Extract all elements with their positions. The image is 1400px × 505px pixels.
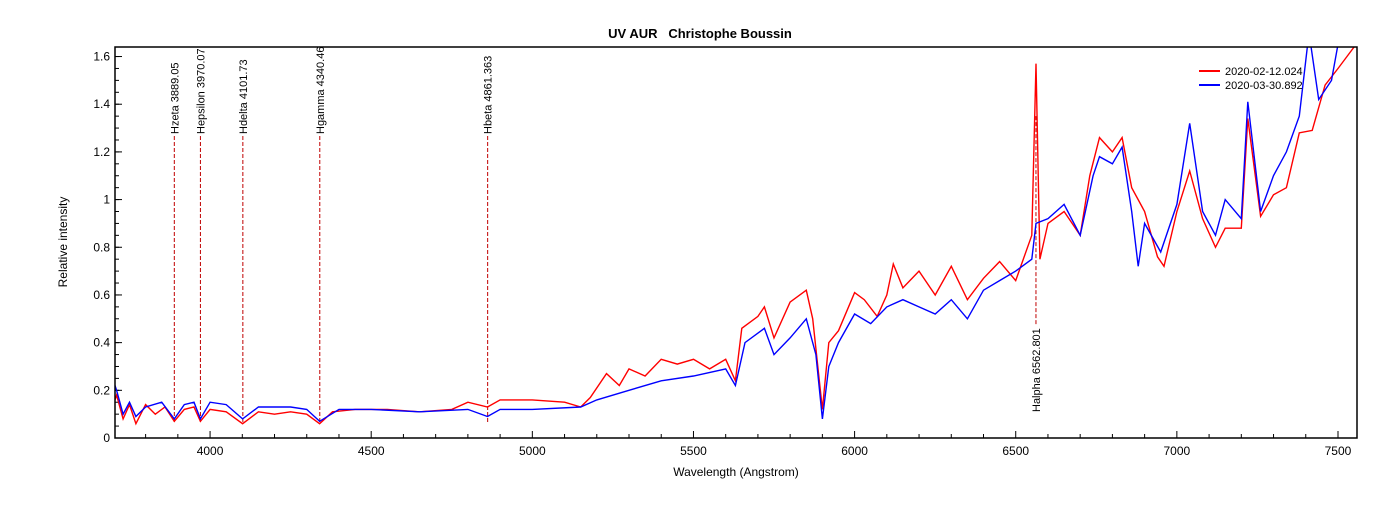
spectral-line-label: Hgamma 4340.46 — [315, 47, 327, 134]
y-tick-label: 0.4 — [93, 336, 110, 350]
series-line — [115, 47, 1339, 423]
spectral-line-label: Hdelta 4101.73 — [238, 59, 250, 134]
plot-frame — [114, 46, 1358, 439]
x-tick-label: 5000 — [519, 444, 546, 458]
x-tick-label: 4000 — [197, 444, 224, 458]
x-tick-label: 5500 — [680, 444, 707, 458]
x-tick-label: 7500 — [1325, 444, 1352, 458]
x-tick-label: 4500 — [358, 444, 385, 458]
legend-label: 2020-02-12.024 — [1225, 66, 1303, 78]
spectral-line-label: Halpha 6562.801 — [1031, 328, 1043, 412]
y-tick-label: 1.4 — [93, 97, 110, 111]
y-tick-label: 0.8 — [93, 240, 110, 254]
y-tick-label: 0 — [103, 431, 110, 445]
spectral-line-label: Hbeta 4861.363 — [483, 56, 495, 134]
spectral-line-label: Hzeta 3889.05 — [169, 62, 181, 134]
x-tick-label: 6500 — [1002, 444, 1029, 458]
y-tick-label: 1.2 — [93, 145, 110, 159]
x-tick-label: 6000 — [841, 444, 868, 458]
chart-title: UV AUR Christophe Boussin — [608, 26, 792, 41]
y-tick-label: 1.6 — [93, 50, 110, 64]
y-axis-label: Relative intensity — [56, 197, 70, 288]
y-tick-label: 1 — [103, 193, 110, 207]
x-tick-label: 7000 — [1164, 444, 1191, 458]
y-tick-label: 0.6 — [93, 288, 110, 302]
spectral-line-label: Hepsilon 3970.07 — [195, 48, 207, 134]
y-tick-label: 0.2 — [93, 383, 110, 397]
legend-label: 2020-03-30.892 — [1225, 80, 1303, 92]
x-axis-label: Wavelength (Angstrom) — [673, 465, 799, 479]
series-line — [115, 47, 1355, 426]
legend: 2020-02-12.024 2020-03-30.892 — [1199, 66, 1303, 92]
